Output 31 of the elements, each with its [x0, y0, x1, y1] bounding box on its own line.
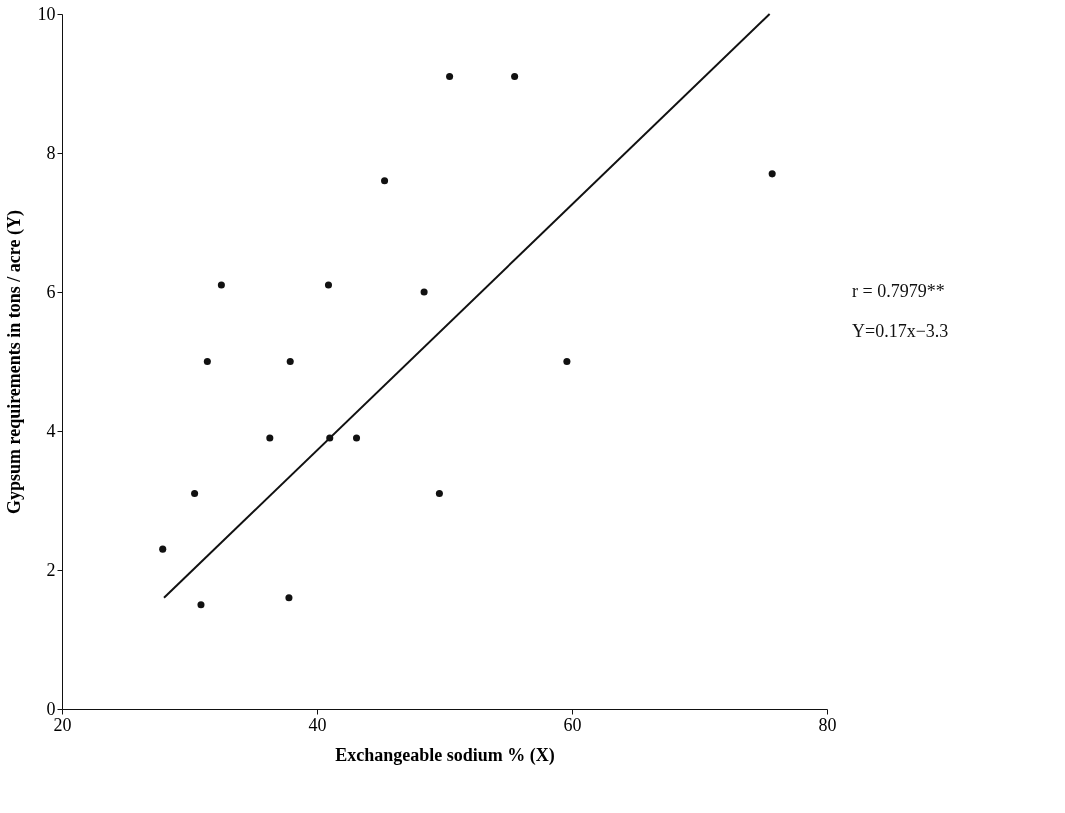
- point: [266, 434, 274, 442]
- y-tick-label: 2: [46, 559, 56, 580]
- y-tick-label: 0: [46, 698, 56, 719]
- point: [203, 357, 211, 366]
- y-tick-label: 10: [37, 3, 56, 24]
- y-axis-title: Gypsum requirements in tons / acre (Y): [3, 210, 25, 514]
- y-tick-label: 8: [46, 142, 56, 163]
- point: [191, 490, 199, 498]
- point: [420, 288, 428, 296]
- text: Y=0.17x−3.3: [852, 321, 949, 341]
- point: [217, 281, 225, 289]
- x-tick-label: 80: [818, 714, 837, 735]
- y-tick-label: 6: [46, 281, 56, 302]
- x-tick-label: 40: [308, 714, 327, 735]
- point: [563, 357, 571, 366]
- point: [446, 73, 454, 81]
- point: [324, 281, 333, 289]
- point: [352, 434, 361, 442]
- point: [435, 490, 443, 498]
- point: [768, 170, 776, 178]
- x-axis-title: Exchangeable sodium % (X): [335, 744, 555, 766]
- x-tick-label: 60: [563, 714, 582, 735]
- point: [286, 357, 294, 366]
- point: [159, 545, 167, 553]
- x-tick-label: 20: [53, 714, 72, 735]
- text: r = 0.7979**: [852, 281, 945, 301]
- point: [197, 601, 205, 609]
- point: [381, 177, 389, 185]
- y-tick-label: 4: [46, 420, 56, 441]
- point: [285, 594, 293, 602]
- point: [511, 73, 519, 81]
